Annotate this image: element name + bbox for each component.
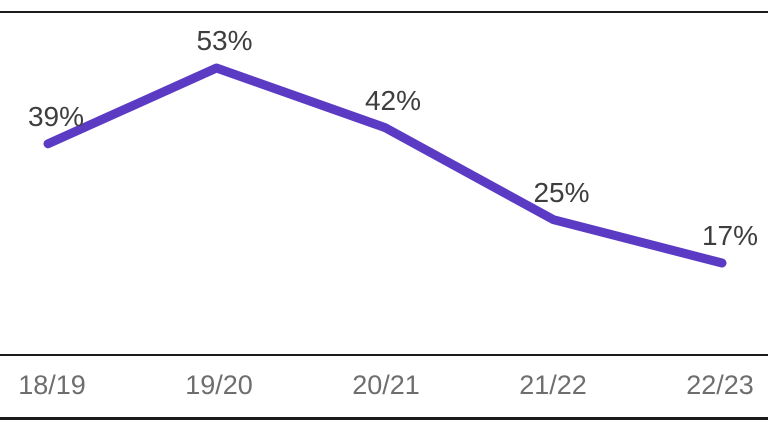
data-label: 53%	[196, 25, 253, 56]
x-axis-label: 19/20	[185, 370, 253, 400]
x-axis-label: 21/22	[519, 370, 587, 400]
data-label: 39%	[27, 100, 85, 132]
top-rule	[0, 11, 768, 13]
x-axis-label: 20/21	[352, 370, 420, 400]
trend-line	[43, 63, 727, 268]
x-axis-rule	[0, 354, 768, 356]
data-label: 42%	[364, 84, 422, 116]
bottom-rule	[0, 417, 768, 420]
x-axis-label: 18/19	[18, 370, 86, 400]
data-label: 25%	[533, 176, 590, 208]
x-axis-label: 22/23	[686, 370, 754, 400]
data-label: 17%	[701, 220, 759, 251]
